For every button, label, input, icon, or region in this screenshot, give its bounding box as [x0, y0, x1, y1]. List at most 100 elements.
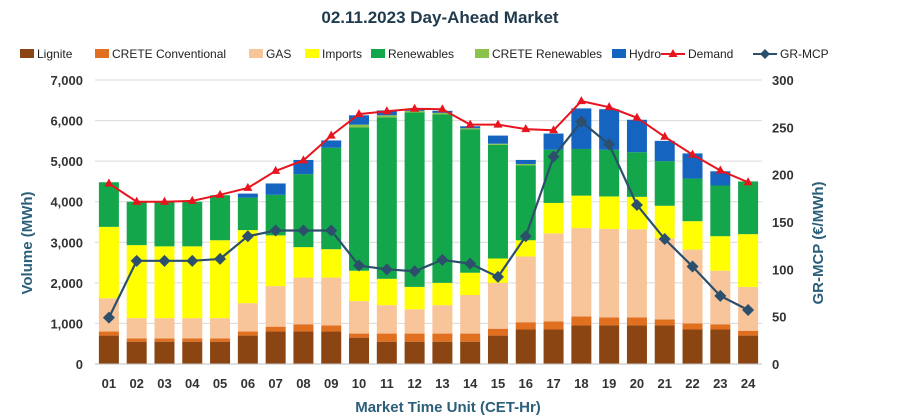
bar-renewables — [349, 127, 370, 271]
gr-mcp-point — [269, 224, 282, 237]
bar-lignite — [515, 329, 536, 364]
bar-crete-conventional — [599, 317, 620, 326]
bar-lignite — [376, 341, 397, 364]
bar-gas — [432, 305, 453, 334]
bar-renewables — [738, 181, 759, 235]
y-tick-label-right: 0 — [772, 357, 779, 372]
y-tick-label-right: 50 — [772, 310, 786, 325]
bar-renewables — [376, 117, 397, 279]
bar-crete-conventional — [515, 322, 536, 330]
demand-point — [521, 124, 531, 133]
bar-renewables — [682, 178, 703, 222]
bar-renewables — [321, 147, 342, 250]
bar-renewables — [543, 149, 564, 203]
bar-crete-conventional — [432, 333, 453, 342]
bar-crete-conventional — [460, 333, 481, 342]
legend-label-lignite: Lignite — [37, 47, 73, 61]
x-tick-label: 24 — [741, 376, 756, 391]
bar-lignite — [154, 341, 175, 364]
bar-crete-renewables — [515, 163, 536, 166]
legend-label-demand: Demand — [688, 47, 733, 61]
bar-lignite — [738, 335, 759, 364]
bar-imports — [293, 247, 314, 278]
bar-gas — [404, 309, 425, 334]
bar-crete-conventional — [126, 338, 147, 342]
bar-gas — [654, 238, 675, 320]
bar-lignite — [293, 331, 314, 364]
bar-crete-renewables — [460, 128, 481, 130]
bar-lignite — [210, 341, 231, 364]
demand-point — [187, 195, 197, 204]
bar-gas — [682, 249, 703, 324]
legend-swatch-gas — [249, 49, 263, 58]
y-axis-title-left: Volume (MWh) — [19, 191, 36, 294]
gr-mcp-point — [464, 257, 477, 270]
y-tick-label-left: 3,000 — [50, 235, 83, 250]
y-tick-label-right: 300 — [772, 73, 794, 88]
y-tick-label-left: 6,000 — [50, 114, 83, 129]
bar-hydro — [321, 140, 342, 148]
bar-renewables — [265, 194, 286, 236]
bar-renewables — [571, 148, 592, 196]
y-axis-title-right: GR-MCP (€/MWh) — [810, 181, 827, 304]
demand-point — [354, 109, 364, 118]
bar-gas — [126, 318, 147, 339]
bar-imports — [154, 246, 175, 319]
x-tick-label: 14 — [463, 376, 478, 391]
bar-gas — [460, 295, 481, 334]
bar-renewables — [599, 149, 620, 197]
gr-mcp-point — [658, 233, 671, 246]
bar-renewables — [98, 182, 119, 227]
x-tick-label: 15 — [491, 376, 505, 391]
bar-lignite — [98, 335, 119, 364]
bar-hydro — [237, 193, 258, 198]
bar-lignite — [654, 325, 675, 364]
legend-label-hydro: Hydro — [629, 47, 661, 61]
bar-imports — [404, 286, 425, 310]
chart-title: 02.11.2023 Day-Ahead Market — [321, 8, 559, 27]
x-tick-label: 11 — [380, 376, 394, 391]
bar-crete-conventional — [349, 333, 370, 338]
bar-hydro — [349, 115, 370, 125]
bar-crete-conventional — [154, 338, 175, 342]
demand-point — [549, 125, 559, 134]
bar-imports — [321, 249, 342, 278]
demand-point — [410, 103, 420, 112]
bar-gas — [515, 256, 536, 323]
y-tick-label-right: 150 — [772, 215, 794, 230]
x-tick-label: 21 — [657, 376, 671, 391]
bar-crete-conventional — [571, 316, 592, 326]
bar-imports — [710, 236, 731, 271]
y-tick-label-left: 5,000 — [50, 154, 83, 169]
gr-mcp-point — [297, 224, 310, 237]
demand-point — [382, 106, 392, 115]
legend-marker-demand — [668, 49, 678, 57]
y-tick-label-left: 7,000 — [50, 73, 83, 88]
bar-imports — [126, 245, 147, 319]
bar-renewables — [460, 129, 481, 273]
bar-lignite — [460, 341, 481, 364]
bar-gas — [321, 277, 342, 326]
bar-lignite — [543, 329, 564, 364]
x-tick-label: 13 — [435, 376, 449, 391]
gr-mcp-point — [158, 254, 171, 267]
gr-mcp-point — [575, 115, 588, 128]
bar-hydro — [571, 108, 592, 149]
bar-lignite — [237, 335, 258, 364]
bar-crete-conventional — [210, 338, 231, 342]
bar-renewables — [237, 197, 258, 231]
bar-imports — [349, 270, 370, 302]
x-tick-label: 22 — [685, 376, 699, 391]
legend-label-renewables: Renewables — [388, 47, 454, 61]
x-tick-label: 09 — [324, 376, 338, 391]
bar-crete-conventional — [404, 333, 425, 342]
x-tick-label: 08 — [296, 376, 310, 391]
bar-renewables — [515, 165, 536, 241]
bar-crete-conventional — [321, 325, 342, 332]
bar-crete-renewables — [487, 143, 508, 145]
bar-gas — [626, 229, 647, 318]
bar-gas — [182, 318, 203, 339]
bar-hydro — [515, 159, 536, 164]
bar-renewables — [182, 201, 203, 247]
bar-imports — [654, 205, 675, 239]
